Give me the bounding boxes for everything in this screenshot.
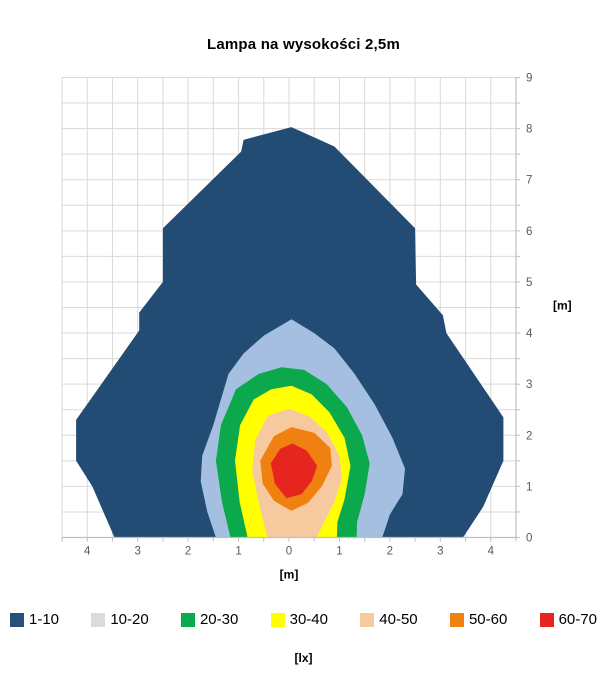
legend-label: 1-10 (29, 611, 60, 628)
x-tick-label: 4 (488, 546, 495, 558)
x-axis-title: [m] (280, 568, 299, 582)
x-tick-label: 1 (235, 546, 241, 558)
y-tick-label: 2 (526, 430, 532, 442)
legend-swatch (91, 612, 106, 627)
legend-item: 40-50 (360, 611, 418, 628)
legend-label: 20-30 (199, 611, 239, 628)
legend-label: 50-60 (468, 611, 508, 628)
x-tick-label: 2 (185, 546, 191, 558)
legend: 1-10 10-20 20-30 30-40 40-50 50-60 60-70 (0, 611, 607, 628)
legend-label: 60-70 (558, 611, 597, 628)
x-tick-label: 3 (134, 546, 140, 558)
legend-item: 1-10 (10, 611, 59, 628)
y-tick-label: 8 (526, 124, 532, 136)
x-tick-label: 4 (84, 546, 91, 558)
y-tick-label: 1 (526, 481, 532, 493)
legend-label: 40-50 (379, 611, 418, 628)
legend-item: 10-20 (91, 611, 149, 628)
legend-item: 50-60 (449, 611, 508, 628)
y-tick-label: 5 (526, 277, 532, 289)
contour-plot: 4 3 2 1 0 1 2 3 4 0 1 2 3 4 5 6 7 8 9 [m] [m] (61, 73, 572, 582)
legend-swatch (270, 612, 285, 627)
y-axis-title: [m] (553, 299, 572, 313)
legend-swatch (180, 612, 195, 627)
y-tick-label: 7 (526, 175, 532, 187)
legend-swatch (10, 612, 24, 627)
x-tick-label: 2 (387, 546, 393, 558)
contour-band-60-70 (270, 443, 318, 499)
legend-item: 30-40 (270, 611, 328, 628)
chart-title: Lampa na wysokości 2,5m (206, 36, 400, 53)
legend-label: 10-20 (110, 611, 149, 628)
x-tick-label: 3 (437, 546, 443, 558)
y-tick-label: 9 (526, 73, 532, 85)
legend-item: 60-70 (539, 611, 597, 628)
y-tick-label: 4 (526, 328, 533, 340)
x-tick-label: 1 (336, 546, 342, 558)
legend-swatch (360, 612, 375, 627)
legend-swatch (449, 612, 464, 627)
y-tick-label: 0 (526, 533, 532, 545)
legend-item: 20-30 (180, 611, 239, 628)
legend-label: 30-40 (289, 611, 328, 628)
legend-unit-label: [lx] (294, 651, 313, 665)
y-tick-label: 6 (526, 226, 532, 238)
x-tick-label: 0 (286, 546, 292, 558)
legend-swatch (539, 612, 554, 627)
y-tick-label: 3 (526, 379, 532, 391)
